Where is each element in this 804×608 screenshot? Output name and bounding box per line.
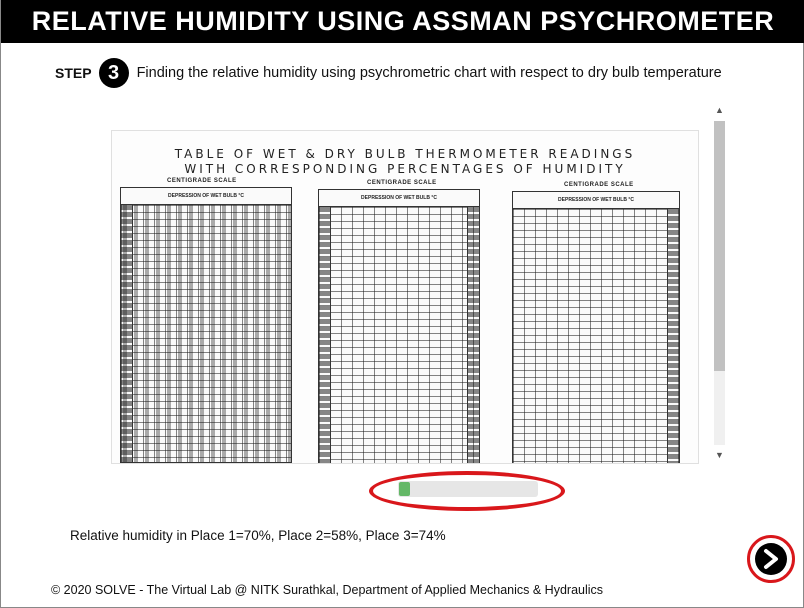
- step-text: Finding the relative humidity using psyc…: [136, 65, 722, 81]
- next-button-highlight: [747, 535, 795, 583]
- panel-1-dry-bulb-column: [121, 205, 133, 462]
- horizontal-scrollbar[interactable]: [398, 481, 538, 497]
- panel-2-grid: [319, 207, 479, 463]
- chevron-up-icon[interactable]: ▲: [715, 105, 724, 115]
- panel-2-dry-bulb-column: [319, 207, 331, 463]
- table-title-line1: TABLE OF WET & DRY BULB THERMOMETER READ…: [174, 147, 636, 161]
- humidity-table-image: TABLE OF WET & DRY BULB THERMOMETER READ…: [111, 130, 699, 464]
- vertical-scrollbar[interactable]: ▲ ▼: [712, 103, 727, 463]
- page-title: RELATIVE HUMIDITY USING ASSMAN PSYCHROME…: [1, 0, 804, 43]
- footer-copyright: © 2020 SOLVE - The Virtual Lab @ NITK Su…: [51, 583, 604, 597]
- vertical-scroll-thumb[interactable]: [714, 121, 725, 371]
- panel-1-header: DEPRESSION OF WET BULB °C: [121, 188, 291, 205]
- panel-3-dry-bulb-column-right: [667, 209, 679, 463]
- table-title-line2: WITH CORRESPONDING PERCENTAGES OF HUMIDI…: [184, 162, 626, 176]
- result-text: Relative humidity in Place 1=70%, Place …: [70, 528, 446, 543]
- slider-highlight-ellipse: [369, 471, 565, 511]
- scale-label-3: CENTIGRADE SCALE: [564, 182, 634, 188]
- humidity-table-panel-3: DEPRESSION OF WET BULB °C: [512, 191, 680, 463]
- panel-3-header: DEPRESSION OF WET BULB °C: [513, 192, 679, 209]
- step-instruction: STEP 3 Finding the relative humidity usi…: [55, 58, 722, 88]
- scale-label-1: CENTIGRADE SCALE: [167, 178, 237, 184]
- scale-label-2: CENTIGRADE SCALE: [367, 180, 437, 186]
- step-label: STEP: [55, 65, 92, 81]
- step-number-badge: 3: [98, 58, 129, 88]
- vertical-scroll-track[interactable]: [714, 121, 725, 445]
- panel-3-grid: [513, 209, 679, 463]
- humidity-table-panel-2: DEPRESSION OF WET BULB °C: [318, 189, 480, 463]
- panel-1-grid: [121, 205, 291, 462]
- panel-2-header: DEPRESSION OF WET BULB °C: [319, 190, 479, 207]
- humidity-table-panel-1: DEPRESSION OF WET BULB °C: [120, 187, 292, 463]
- chevron-down-icon[interactable]: ▼: [715, 450, 724, 460]
- next-arrow-icon: [764, 549, 778, 569]
- panel-2-dry-bulb-column-right: [467, 207, 479, 463]
- horizontal-scroll-thumb[interactable]: [399, 482, 410, 496]
- next-button[interactable]: [755, 543, 787, 575]
